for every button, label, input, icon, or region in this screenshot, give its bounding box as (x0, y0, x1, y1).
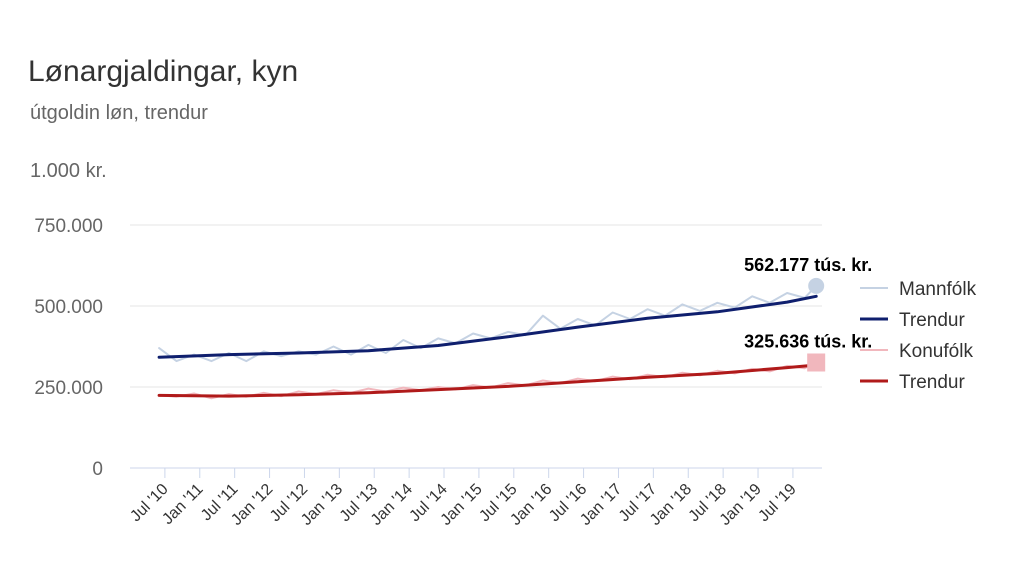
x-tick-label: Jul '19 (755, 481, 799, 525)
y-tick-label: 500.000 (34, 297, 103, 318)
series-line-3-trend (157, 363, 818, 398)
grid-lines (130, 224, 822, 469)
series-line-1-trend (157, 294, 818, 359)
annotation-label: 325.636 tús. kr. (744, 331, 872, 351)
y-tick-label: 750.000 (34, 216, 103, 237)
chart-title: Lønargjaldingar, kyn (28, 55, 298, 88)
legend-item-label[interactable]: Mannfólk (899, 279, 977, 300)
legend-item-label[interactable]: Trendur (899, 372, 965, 393)
legend-item-label[interactable]: Konufólk (899, 341, 973, 362)
legend-item-label[interactable]: Trendur (899, 310, 965, 331)
y-tick-label: 250.000 (34, 378, 103, 399)
series-group (157, 284, 818, 400)
series-line-0-raw (158, 284, 818, 363)
annotation-marker-circle (808, 277, 825, 294)
y-axis-unit-label: 1.000 kr. (30, 160, 107, 182)
chart-subtitle: útgoldin løn, trendur (30, 102, 208, 124)
legend: Mannfólk Trendur Konufólk Trendur (860, 279, 977, 393)
annotation-marker-square (807, 353, 826, 372)
series-line-2-raw (158, 361, 818, 400)
y-tick-label: 0 (92, 459, 103, 480)
y-axis-ticks: 0 250.000 500.000 750.000 (34, 216, 103, 480)
annotations-group: 562.177 tús. kr. 325.636 tús. kr. (744, 255, 872, 372)
annotation-label: 562.177 tús. kr. (744, 255, 872, 275)
